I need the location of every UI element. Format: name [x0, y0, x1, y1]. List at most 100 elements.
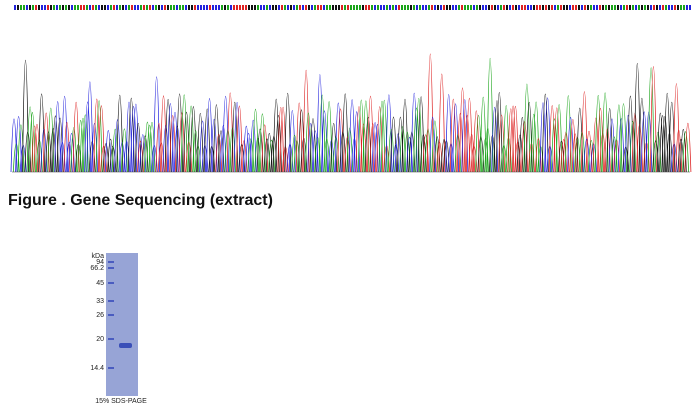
peak: [268, 139, 275, 173]
base-glyph: [290, 5, 292, 10]
base-glyph: [266, 5, 268, 10]
base-glyph: [107, 5, 109, 10]
base-glyph: [23, 5, 25, 10]
peak: [111, 129, 119, 173]
base-glyph: [200, 5, 202, 10]
peak: [26, 106, 34, 173]
base-glyph: [644, 5, 646, 10]
base-glyph: [185, 5, 187, 10]
base-glyph: [104, 5, 106, 10]
peak: [203, 108, 211, 173]
base-glyph: [386, 5, 388, 10]
peak: [433, 136, 441, 173]
peak: [401, 99, 409, 173]
base-glyph: [278, 5, 280, 10]
base-glyph: [647, 5, 649, 10]
base-glyph: [656, 5, 658, 10]
base-glyph: [368, 5, 370, 10]
base-glyph: [590, 5, 592, 10]
base-glyph: [497, 5, 499, 10]
base-glyph: [524, 5, 526, 10]
base-glyph: [86, 5, 88, 10]
base-glyph: [410, 5, 412, 10]
base-glyph: [41, 5, 43, 10]
base-glyph: [476, 5, 478, 10]
marker-label: 20: [96, 336, 104, 343]
base-glyph: [362, 5, 364, 10]
base-glyph: [179, 5, 181, 10]
sequence-letters: [14, 5, 691, 10]
base-glyph: [152, 5, 154, 10]
base-glyph: [131, 5, 133, 10]
peak: [15, 116, 22, 173]
base-glyph: [332, 5, 334, 10]
peak: [153, 76, 160, 173]
peak: [196, 113, 204, 173]
base-glyph: [398, 5, 400, 10]
base-glyph: [530, 5, 532, 10]
base-glyph: [47, 5, 49, 10]
base-glyph: [98, 5, 100, 10]
peak: [463, 115, 471, 173]
base-glyph: [311, 5, 313, 10]
base-glyph: [347, 5, 349, 10]
peak: [647, 67, 655, 173]
base-glyph: [509, 5, 511, 10]
base-glyph: [146, 5, 148, 10]
base-glyph: [539, 5, 541, 10]
peak: [650, 66, 657, 173]
base-glyph: [401, 5, 403, 10]
peak: [116, 95, 124, 173]
base-glyph: [296, 5, 298, 10]
base-glyph: [518, 5, 520, 10]
peak: [495, 92, 503, 173]
peak: [608, 118, 616, 173]
base-glyph: [272, 5, 274, 10]
base-glyph: [365, 5, 367, 10]
peak: [560, 139, 568, 173]
base-glyph: [461, 5, 463, 10]
peak: [415, 98, 423, 173]
peak: [438, 73, 446, 173]
peak: [587, 140, 595, 173]
base-glyph: [212, 5, 214, 10]
base-glyph: [170, 5, 172, 10]
base-glyph: [584, 5, 586, 10]
base-glyph: [251, 5, 253, 10]
peak: [682, 131, 689, 173]
base-glyph: [572, 5, 574, 10]
base-glyph: [503, 5, 505, 10]
base-glyph: [479, 5, 481, 10]
base-glyph: [536, 5, 538, 10]
base-glyph: [326, 5, 328, 10]
base-glyph: [464, 5, 466, 10]
peak: [569, 119, 577, 173]
base-glyph: [80, 5, 82, 10]
base-glyph: [317, 5, 319, 10]
peak: [541, 94, 549, 173]
peak: [532, 101, 540, 173]
peak: [378, 100, 386, 173]
peak: [84, 101, 91, 173]
base-glyph: [455, 5, 457, 10]
base-glyph: [221, 5, 223, 10]
base-glyph: [620, 5, 622, 10]
base-glyph: [650, 5, 652, 10]
base-glyph: [287, 5, 289, 10]
peak: [187, 105, 195, 173]
peak: [316, 74, 324, 173]
base-glyph: [356, 5, 358, 10]
protein-band: [119, 343, 132, 348]
base-glyph: [215, 5, 217, 10]
base-glyph: [341, 5, 343, 10]
marker-label: 94: [96, 259, 104, 266]
base-glyph: [470, 5, 472, 10]
peak: [148, 121, 156, 173]
base-glyph: [566, 5, 568, 10]
base-glyph: [626, 5, 628, 10]
base-glyph: [245, 5, 247, 10]
base-glyph: [485, 5, 487, 10]
base-glyph: [137, 5, 139, 10]
base-glyph: [440, 5, 442, 10]
